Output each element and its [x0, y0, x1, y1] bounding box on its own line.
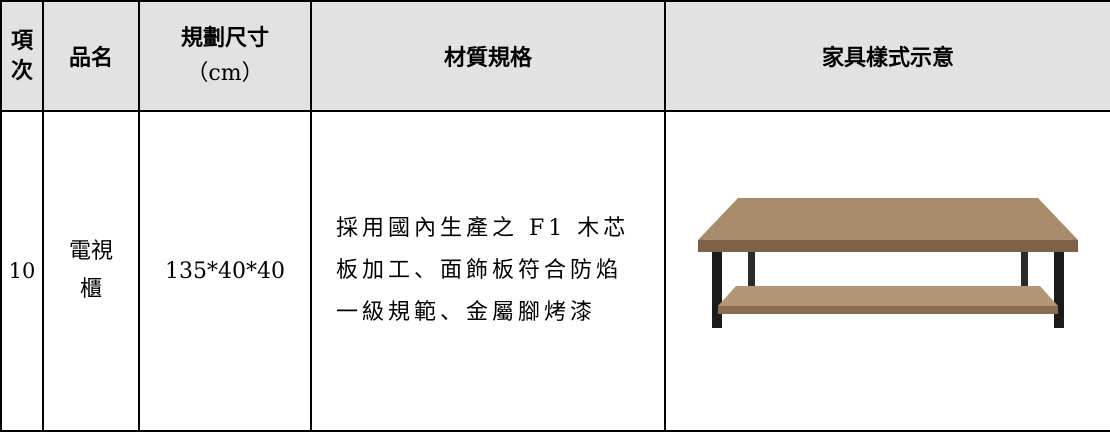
leg [1021, 252, 1028, 300]
cell: 10 [0, 110, 44, 432]
header-text: 項次 [10, 28, 33, 84]
header-cell: 規劃尺寸 （cm） [138, 0, 312, 112]
header-cell: 品名 [42, 0, 140, 112]
header-text: 品名 [68, 45, 113, 71]
cell-text: 10 [8, 259, 36, 283]
header-row: 項次 品名 規劃尺寸 （cm） 材質規格 家具樣式示意 [0, 0, 1110, 112]
shelf [718, 286, 1058, 306]
table-top [698, 198, 1078, 240]
cell: 電視櫃 [42, 110, 140, 432]
table-top-edge [698, 240, 1078, 252]
cell: 135*40*40 [138, 110, 312, 432]
cell-text: 135*40*40 [165, 258, 285, 284]
leg [712, 252, 722, 328]
shelf-edge [718, 306, 1058, 314]
header-text: （cm） [186, 61, 264, 86]
cell: 採用國內生產之 F1 木芯板加工、面飾板符合防焰一級規範、金屬腳烤漆 [310, 110, 666, 432]
leg [1054, 252, 1064, 328]
cell-text: 電視櫃 [68, 239, 113, 302]
data-row: 10 電視櫃 135*40*40 採用國內生產之 F1 木芯板加工、面飾板符合防… [0, 110, 1110, 432]
cell-text: 採用國內生產之 F1 木芯板加工、面飾板符合防焰一級規範、金屬腳烤漆 [336, 216, 630, 325]
header-cell: 家具樣式示意 [664, 0, 1110, 112]
header-text: 家具樣式示意 [821, 45, 954, 71]
header-cell: 材質規格 [310, 0, 666, 112]
leg [748, 252, 755, 300]
header-cell: 項次 [0, 0, 44, 112]
image-cell [664, 110, 1110, 432]
header-text: 材質規格 [443, 45, 532, 71]
tv-cabinet-image [698, 198, 1078, 328]
header-text: 規劃尺寸 [180, 25, 269, 51]
